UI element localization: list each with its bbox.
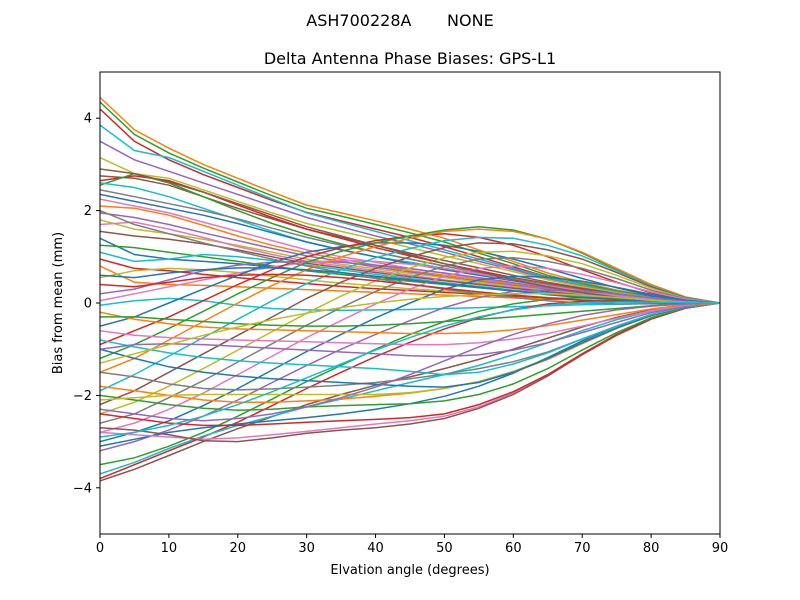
x-tick-label: 0 bbox=[96, 541, 104, 556]
y-tick-label: −2 bbox=[73, 389, 92, 404]
series-line-33 bbox=[100, 242, 720, 406]
y-axis-label: Bias from mean (mm) bbox=[51, 232, 66, 374]
series-line-39 bbox=[100, 296, 720, 466]
series-line-51 bbox=[100, 302, 720, 388]
y-tick-label: 0 bbox=[84, 297, 92, 312]
series-line-11 bbox=[100, 189, 720, 304]
series-line-32 bbox=[100, 236, 720, 392]
x-tick-label: 30 bbox=[298, 541, 315, 556]
series-line-34 bbox=[100, 250, 720, 415]
series-line-35 bbox=[100, 256, 720, 424]
chart-title: Delta Antenna Phase Biases: GPS-L1 bbox=[264, 49, 556, 68]
series-line-41 bbox=[100, 302, 720, 482]
x-tick-label: 40 bbox=[367, 541, 384, 556]
series-line-37 bbox=[100, 275, 720, 443]
series-line-60 bbox=[100, 267, 720, 304]
series-line-36 bbox=[100, 265, 720, 434]
series-line-61 bbox=[100, 293, 720, 364]
series-line-6 bbox=[100, 156, 720, 304]
series-line-42 bbox=[100, 302, 720, 475]
y-tick-label: 4 bbox=[84, 112, 92, 127]
series-line-53 bbox=[100, 302, 720, 358]
series-line-56 bbox=[100, 302, 720, 327]
x-axis-label: Elvation angle (degrees) bbox=[330, 563, 489, 578]
series-line-40 bbox=[100, 299, 720, 480]
series-line-45 bbox=[100, 302, 720, 443]
series-line-2 bbox=[100, 101, 720, 304]
y-tick-label: 2 bbox=[84, 204, 92, 219]
series-line-55 bbox=[100, 302, 720, 335]
series-line-62 bbox=[100, 302, 720, 422]
series-line-1 bbox=[100, 96, 720, 304]
series-line-4 bbox=[100, 124, 720, 304]
x-tick-label: 20 bbox=[230, 541, 247, 556]
series-line-47 bbox=[100, 302, 720, 411]
series-line-25 bbox=[100, 260, 720, 304]
series-line-46 bbox=[100, 302, 720, 427]
x-axis-ticks: 0 10 20 30 40 50 60 70 80 90 bbox=[96, 534, 728, 556]
y-tick-label: −4 bbox=[73, 481, 92, 496]
series-layer bbox=[100, 96, 720, 482]
y-axis-ticks: −4 −2 0 2 4 bbox=[73, 112, 100, 496]
x-tick-label: 60 bbox=[505, 541, 522, 556]
x-tick-label: 50 bbox=[436, 541, 453, 556]
figure-suptitle: ASH700228A NONE bbox=[306, 11, 493, 30]
x-tick-label: 70 bbox=[574, 541, 591, 556]
series-line-63 bbox=[100, 301, 720, 438]
series-line-26 bbox=[100, 259, 720, 304]
x-tick-label: 80 bbox=[643, 541, 660, 556]
series-line-54 bbox=[100, 302, 720, 346]
x-tick-label: 90 bbox=[712, 541, 729, 556]
series-line-30 bbox=[100, 226, 720, 360]
series-line-52 bbox=[100, 302, 720, 376]
x-tick-label: 10 bbox=[161, 541, 178, 556]
